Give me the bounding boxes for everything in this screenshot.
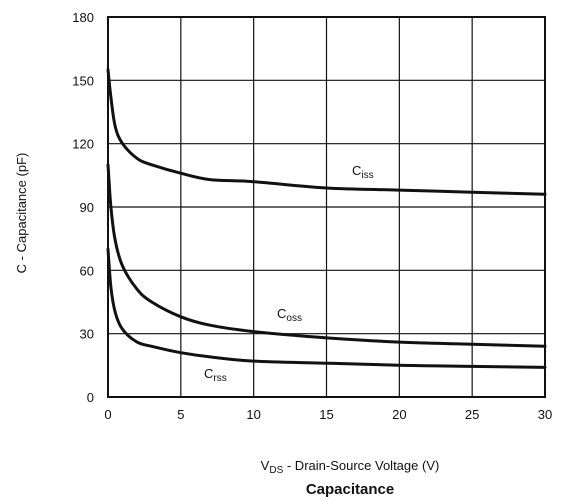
series-label-subscript: oss	[286, 313, 302, 324]
x-axis-title-prefix: V	[261, 458, 270, 473]
x-tick-25: 25	[465, 407, 479, 422]
y-tick-labels: 0 30 60 90 120 150 180	[72, 10, 94, 405]
y-tick-120: 120	[72, 137, 94, 152]
series-label-main: C	[277, 306, 286, 321]
chart-title: Capacitance	[306, 481, 394, 498]
y-tick-60: 60	[80, 263, 94, 278]
x-tick-20: 20	[392, 407, 406, 422]
x-axis-title-suffix: - Drain-Source Voltage (V)	[283, 458, 439, 473]
y-axis-title: C - Capacitance (pF)	[14, 153, 29, 274]
x-tick-labels: 0 5 10 15 20 25 30	[104, 407, 552, 422]
grid-lines	[108, 17, 545, 397]
curves	[106, 68, 547, 369]
y-tick-30: 30	[80, 327, 94, 342]
curve-crss	[106, 247, 547, 369]
y-tick-150: 150	[72, 73, 94, 88]
curve-coss	[106, 163, 547, 348]
curve-ciss	[106, 68, 547, 196]
series-label-coss: Coss	[277, 306, 302, 324]
x-tick-30: 30	[538, 407, 552, 422]
x-tick-0: 0	[104, 407, 111, 422]
x-tick-15: 15	[319, 407, 333, 422]
y-tick-90: 90	[80, 200, 94, 215]
y-tick-0: 0	[87, 390, 94, 405]
series-label-ciss: Ciss	[352, 163, 374, 181]
series-label-subscript: iss	[361, 170, 373, 181]
y-tick-180: 180	[72, 10, 94, 25]
x-axis-title-subscript: DS	[269, 465, 283, 476]
series-label-main: C	[352, 163, 361, 178]
plot-frame	[107, 16, 546, 398]
series-label-main: C	[204, 366, 213, 381]
series-label-subscript: rss	[213, 373, 226, 384]
series-label-crss: Crss	[204, 366, 227, 384]
x-tick-10: 10	[246, 407, 260, 422]
x-axis-title: VDS - Drain-Source Voltage (V)	[261, 458, 440, 476]
x-tick-5: 5	[177, 407, 184, 422]
